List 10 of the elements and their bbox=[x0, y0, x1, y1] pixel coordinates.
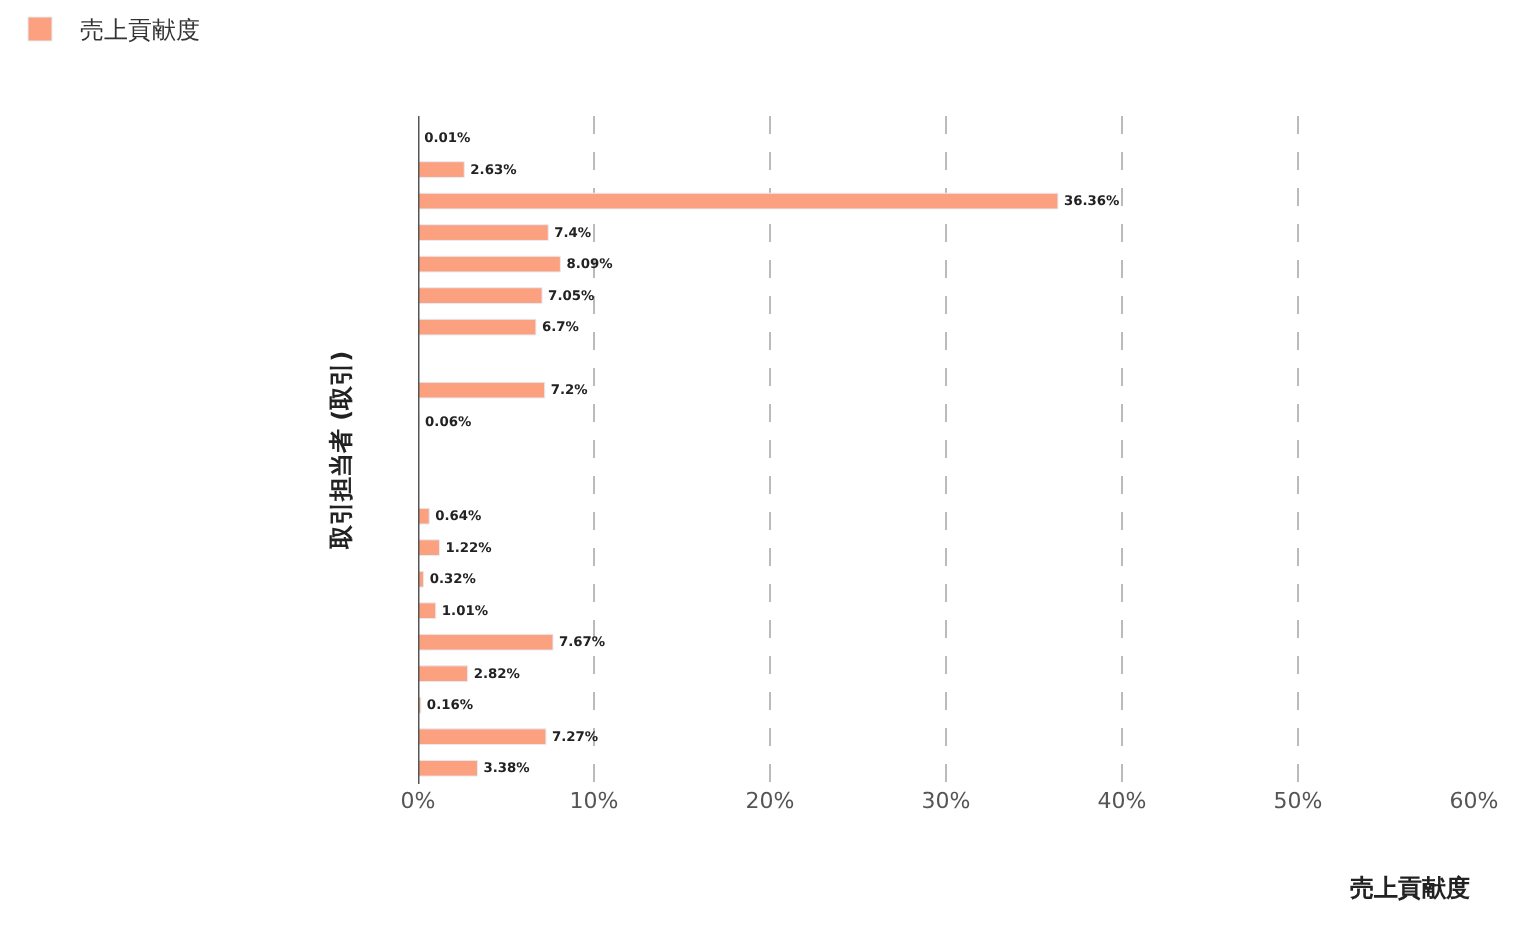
x-tick-label: 10% bbox=[569, 788, 619, 814]
y-axis-title: 取引担当者 (取引) bbox=[326, 350, 355, 552]
x-tick-label: 40% bbox=[1097, 788, 1147, 814]
x-tick-label: 50% bbox=[1273, 788, 1323, 814]
x-tick-label: 60% bbox=[1449, 788, 1499, 814]
legend-label: 売上貢献度 bbox=[80, 16, 200, 45]
x-tick-label: 30% bbox=[921, 788, 971, 814]
x-tick-label: 20% bbox=[745, 788, 795, 814]
x-axis-title: 売上貢献度 bbox=[1350, 874, 1470, 902]
x-tick-label: 0% bbox=[400, 788, 436, 814]
